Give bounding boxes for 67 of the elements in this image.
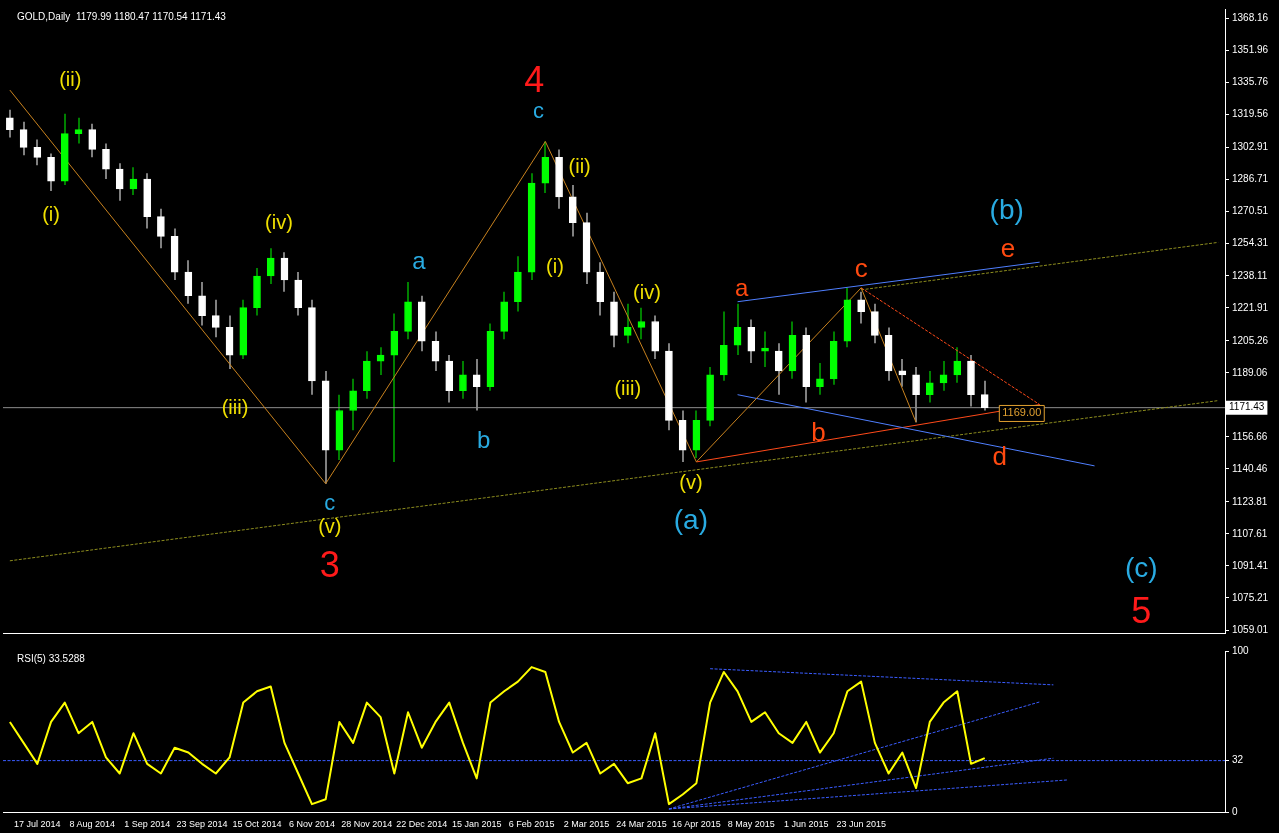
y-tick-label: 1205.26: [1232, 334, 1269, 346]
annotation: 4: [524, 59, 545, 101]
y-tick-label: 1156.66: [1232, 430, 1268, 442]
x-tick-label: 24 Mar 2015: [616, 819, 667, 830]
annotation: a: [735, 274, 750, 302]
annotation: (v): [318, 515, 342, 538]
y-tick-label: 1238.11: [1232, 269, 1268, 281]
annotation: 5: [1131, 590, 1152, 632]
annotation: c: [532, 98, 544, 124]
annotation: (a): [673, 503, 709, 535]
y-tick-label: 1123.81: [1232, 495, 1268, 507]
y-tick-label: 1319.56: [1232, 108, 1269, 120]
annotation: (i): [546, 254, 564, 277]
y-tick-label: 1368.16: [1232, 12, 1269, 24]
y-tick-label: 100: [1232, 644, 1250, 656]
annotation: (iii): [221, 396, 249, 419]
annotation: (iv): [633, 281, 661, 304]
annotation: (ii): [568, 155, 591, 178]
annotation: c: [854, 253, 868, 284]
annotation: b: [476, 426, 491, 454]
x-tick-label: 16 Apr 2015: [672, 819, 721, 830]
y-tick-label: 1302.91: [1232, 141, 1269, 153]
annotation: a: [412, 246, 427, 274]
y-tick-label: 1351.96: [1232, 44, 1269, 56]
x-tick-label: 15 Oct 2014: [232, 819, 282, 830]
ref-line-label: 1171.43: [1229, 401, 1265, 413]
x-tick-label: 8 May 2015: [727, 819, 775, 830]
annotation: e: [1000, 232, 1016, 263]
x-tick-label: 28 Nov 2014: [341, 819, 393, 830]
x-tick-label: 6 Feb 2015: [508, 819, 555, 830]
x-tick-label: 15 Jan 2015: [451, 819, 502, 830]
chart-title: GOLD,Daily 1179.99 1180.47 1170.54 1171.43: [17, 10, 227, 22]
y-tick-label: 1075.21: [1232, 591, 1269, 603]
y-tick-label: 1091.41: [1232, 559, 1269, 571]
annotation: (i): [42, 203, 60, 225]
y-tick-label: 1140.46: [1232, 462, 1268, 474]
annotation: 3: [319, 543, 340, 585]
annotation: (ii): [59, 67, 82, 90]
annotation: 1169.00: [1002, 406, 1042, 419]
x-tick-label: 8 Aug 2014: [69, 819, 116, 830]
annotation: (iii): [614, 376, 642, 399]
annotation: b: [811, 417, 826, 448]
x-tick-label: 1 Sep 2014: [124, 819, 171, 830]
y-tick-label: 1254.31: [1232, 237, 1269, 249]
x-tick-label: 6 Nov 2014: [288, 819, 335, 830]
y-tick-label: 1221.91: [1232, 301, 1269, 313]
y-tick-label: 1059.01: [1232, 623, 1269, 635]
annotation: (iv): [265, 210, 293, 233]
y-tick-label: 1107.61: [1232, 527, 1268, 539]
chart-title: RSI(5) 33.5288: [17, 652, 86, 664]
y-tick-label: 1189.06: [1232, 366, 1268, 378]
y-tick-label: 1270.51: [1232, 205, 1269, 217]
x-tick-label: 22 Dec 2014: [396, 819, 448, 830]
x-tick-label: 1 Jun 2015: [783, 819, 829, 830]
annotation: (v): [679, 471, 703, 494]
annotation: c: [324, 490, 336, 516]
y-tick-label: 1286.71: [1232, 173, 1269, 185]
y-tick-label: 32: [1232, 754, 1244, 766]
x-tick-label: 23 Jun 2015: [836, 819, 886, 830]
x-tick-label: 23 Sep 2014: [176, 819, 228, 830]
x-tick-label: 2 Mar 2015: [563, 819, 610, 830]
y-tick-label: 0: [1232, 805, 1238, 817]
y-tick-label: 1335.76: [1232, 76, 1269, 88]
x-tick-label: 17 Jul 2014: [14, 819, 61, 830]
annotation: d: [992, 441, 1008, 472]
annotation: (b): [989, 194, 1024, 226]
annotation: (c): [1124, 552, 1158, 584]
